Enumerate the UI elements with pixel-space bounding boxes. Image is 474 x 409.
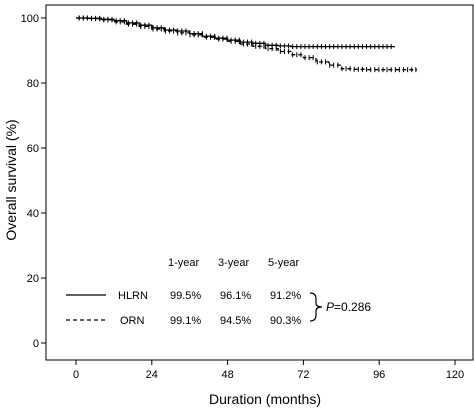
x-tick-label: 0 bbox=[73, 369, 79, 381]
ticks-layer: 0 20 40 60 80 100 0 24 48 72 96 120 bbox=[21, 13, 465, 381]
orn-5year: 90.3% bbox=[270, 315, 301, 327]
y-tick-label: 20 bbox=[27, 273, 39, 285]
brace bbox=[309, 292, 323, 322]
y-tick-label: 60 bbox=[27, 143, 39, 155]
x-tick-label: 24 bbox=[146, 369, 158, 381]
series-line-orn bbox=[76, 17, 418, 71]
x-axis-title: Duration (months) bbox=[209, 391, 321, 407]
x-tick-label: 72 bbox=[297, 369, 309, 381]
y-tick-label: 100 bbox=[21, 13, 39, 25]
hlrn-1year: 99.5% bbox=[170, 290, 201, 302]
hlrn-3year: 96.1% bbox=[220, 290, 251, 302]
x-tick-label: 96 bbox=[373, 369, 385, 381]
x-tick-label: 48 bbox=[221, 369, 233, 381]
table-header-5year: 5-year bbox=[268, 257, 300, 269]
y-tick-label: 40 bbox=[27, 208, 39, 220]
table-header-1year: 1-year bbox=[168, 257, 200, 269]
x-tick-label: 120 bbox=[446, 369, 464, 381]
orn-3year: 94.5% bbox=[220, 315, 251, 327]
censor-marks-orn bbox=[78, 15, 417, 73]
legend-label-orn: ORN bbox=[120, 315, 145, 327]
y-tick-label: 80 bbox=[27, 78, 39, 90]
y-tick-label: 0 bbox=[33, 338, 39, 350]
p-number: =0.286 bbox=[334, 300, 371, 314]
series-layer bbox=[76, 15, 418, 73]
plot-frame bbox=[45, 4, 474, 361]
hlrn-5year: 91.2% bbox=[270, 290, 301, 302]
legend-label-hlrn: HLRN bbox=[118, 290, 148, 302]
axes bbox=[45, 4, 474, 361]
p-value: P=0.286 bbox=[326, 300, 371, 314]
table-header-3year: 3-year bbox=[218, 257, 250, 269]
survival-table: 1-year 3-year 5-year HLRN 99.5% 96.1% 91… bbox=[66, 257, 371, 327]
y-axis-title: Overall survival (%) bbox=[3, 119, 19, 240]
p-symbol: P bbox=[326, 300, 334, 314]
orn-1year: 99.1% bbox=[170, 315, 201, 327]
